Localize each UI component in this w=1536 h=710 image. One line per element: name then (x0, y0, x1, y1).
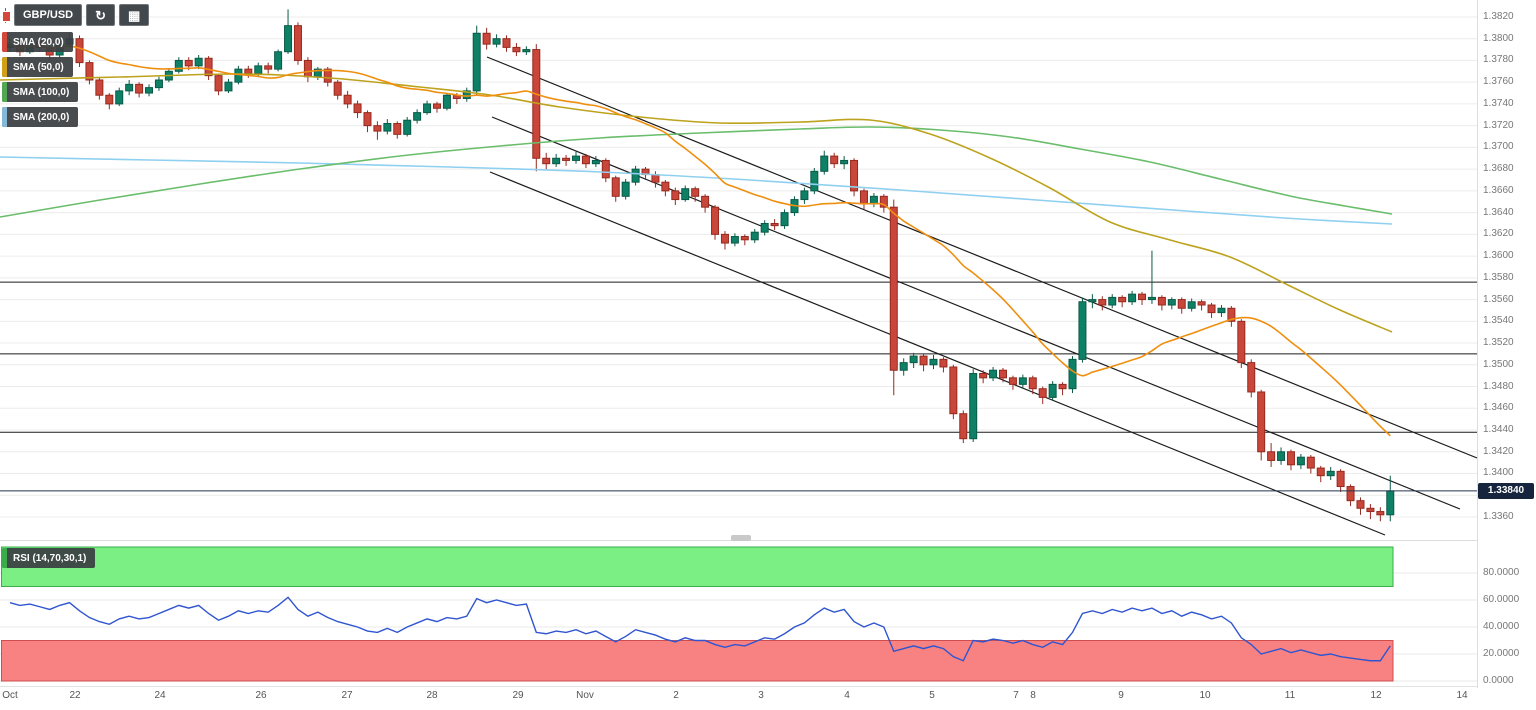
time-axis-label: 11 (1284, 690, 1296, 701)
legend-item-sma-50[interactable]: SMA (50,0) (2, 57, 73, 77)
time-axis-label: 14 (1456, 690, 1468, 701)
price-axis-label: 1.3820 (1483, 10, 1514, 22)
pane-resize-handle[interactable] (731, 535, 751, 541)
symbol-button[interactable]: GBP/USD (14, 4, 83, 26)
sma-50-swatch (2, 57, 7, 77)
toolbar: GBP/USD ↻ ▦ (2, 4, 150, 26)
rsi-axis-label: 80.0000 (1483, 567, 1520, 578)
price-axis-label: 1.3500 (1483, 358, 1514, 370)
time-axis-label: 8 (1030, 690, 1036, 701)
time-axis: Oct 22 24 26 27 28 29 Nov 2 3 4 5 7 8 9 10 11 12 14 (0, 690, 1536, 710)
time-axis-label: 10 (1199, 690, 1211, 701)
price-axis-label: 1.3580 (1483, 271, 1514, 283)
refresh-button[interactable]: ↻ (86, 4, 116, 26)
rsi-axis-label: 0.0000 (1483, 675, 1514, 686)
axis-separator (1477, 0, 1478, 688)
time-axis-label: 27 (341, 690, 353, 701)
symbol-label: GBP/USD (23, 9, 74, 21)
sma-20-swatch (2, 32, 7, 52)
price-axis-label: 1.3400 (1483, 467, 1514, 479)
time-axis-separator (0, 686, 1477, 687)
last-price-badge: 1.33840 (1478, 482, 1534, 499)
time-axis-label: Nov (576, 690, 594, 701)
time-axis-label: 12 (1370, 690, 1382, 701)
price-axis-label: 1.3700 (1483, 141, 1514, 153)
candlestick-icon (2, 7, 11, 23)
time-axis-label: 29 (512, 690, 524, 701)
price-axis-label: 1.3480 (1483, 380, 1514, 392)
sma-50-label: SMA (50,0) (13, 61, 64, 73)
time-axis-label: 22 (69, 690, 81, 701)
indicator-panel-button[interactable]: ▦ (119, 4, 150, 26)
sma-200-label: SMA (200,0) (13, 111, 70, 123)
sma-100-swatch (2, 82, 7, 102)
time-axis-label: 4 (844, 690, 850, 701)
time-axis-label: 3 (758, 690, 764, 701)
price-axis-label: 1.3460 (1483, 402, 1514, 414)
time-axis-label: Oct (2, 690, 18, 701)
rsi-axis-label: 40.0000 (1483, 621, 1520, 632)
price-axis-label: 1.3360 (1483, 510, 1514, 522)
price-axis-label: 1.3540 (1483, 315, 1514, 327)
legend-item-sma-100[interactable]: SMA (100,0) (2, 82, 79, 102)
price-axis-label: 1.3560 (1483, 293, 1514, 305)
rsi-chart-canvas[interactable] (0, 546, 1477, 686)
price-axis-label: 1.3780 (1483, 54, 1514, 66)
time-axis-label: 9 (1118, 690, 1124, 701)
price-axis-label: 1.3600 (1483, 250, 1514, 262)
refresh-icon: ↻ (95, 7, 107, 23)
time-axis-label: 5 (929, 690, 935, 701)
price-axis-label: 1.3800 (1483, 32, 1514, 44)
price-axis-label: 1.3620 (1483, 228, 1514, 240)
time-axis-label: 24 (154, 690, 166, 701)
price-axis-label: 1.3760 (1483, 76, 1514, 88)
rsi-legend-label: RSI (14,70,30,1) (13, 552, 87, 564)
legend-item-sma-200[interactable]: SMA (200,0) (2, 107, 79, 127)
price-axis-label: 1.3680 (1483, 163, 1514, 175)
rsi-swatch (2, 548, 7, 568)
time-axis-label: 2 (673, 690, 679, 701)
time-axis-label: 7 (1013, 690, 1019, 701)
legend-item-sma-20[interactable]: SMA (20,0) (2, 32, 73, 52)
price-axis-label: 1.3440 (1483, 424, 1514, 436)
price-chart-canvas[interactable] (0, 0, 1477, 540)
sma-200-swatch (2, 107, 7, 127)
price-axis-label: 1.3720 (1483, 119, 1514, 131)
time-axis-label: 28 (426, 690, 438, 701)
rsi-axis-label: 60.0000 (1483, 594, 1520, 605)
price-axis-label: 1.3740 (1483, 97, 1514, 109)
sma-20-label: SMA (20,0) (13, 36, 64, 48)
sma-100-label: SMA (100,0) (13, 86, 70, 98)
time-axis-label: 26 (255, 690, 267, 701)
price-axis-label: 1.3640 (1483, 206, 1514, 218)
price-axis-label: 1.3660 (1483, 184, 1514, 196)
rsi-axis-label: 20.0000 (1483, 648, 1520, 659)
panel-grid-icon: ▦ (128, 7, 141, 23)
price-axis-label: 1.3520 (1483, 337, 1514, 349)
price-axis-label: 1.3420 (1483, 445, 1514, 457)
rsi-legend-chip[interactable]: RSI (14,70,30,1) (2, 548, 96, 568)
